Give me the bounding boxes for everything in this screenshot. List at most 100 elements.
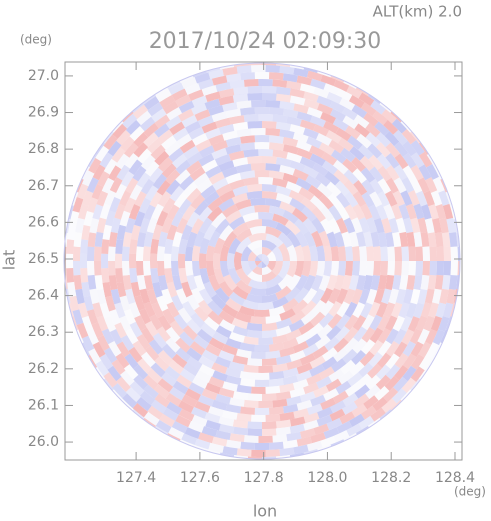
echo-cell bbox=[164, 238, 174, 255]
echo-cell bbox=[96, 217, 107, 234]
echo-cell bbox=[429, 261, 437, 276]
echo-cell bbox=[179, 368, 196, 383]
echo-cell bbox=[370, 407, 386, 422]
echo-cell bbox=[164, 253, 172, 269]
echo-cell bbox=[238, 205, 256, 217]
echo-cell bbox=[186, 151, 203, 166]
echo-cell bbox=[369, 191, 383, 208]
echo-cell bbox=[316, 133, 332, 146]
echo-cell bbox=[152, 173, 167, 190]
echo-cell bbox=[218, 350, 235, 362]
echo-cell bbox=[402, 365, 417, 382]
echo-cell bbox=[374, 121, 390, 137]
echo-cell bbox=[353, 180, 368, 196]
echo-cell bbox=[294, 218, 310, 235]
echo-cell bbox=[277, 274, 293, 290]
echo-cell bbox=[67, 224, 77, 241]
x-tick-label: 127.8 bbox=[244, 470, 284, 486]
echo-cell bbox=[178, 253, 186, 269]
echo-cell bbox=[247, 358, 262, 366]
echo-cell bbox=[289, 197, 306, 212]
echo-cell bbox=[375, 204, 388, 221]
echo-cell bbox=[450, 246, 458, 261]
echo-cell bbox=[87, 246, 95, 261]
echo-cell bbox=[275, 325, 292, 337]
echo-cell bbox=[415, 261, 424, 276]
echo-cell bbox=[311, 299, 327, 316]
echo-cell bbox=[442, 203, 454, 220]
echo-cell bbox=[303, 274, 316, 292]
echo-cell bbox=[351, 246, 360, 261]
echo-cell bbox=[155, 419, 172, 434]
echo-cell bbox=[328, 288, 341, 305]
echo-cell bbox=[317, 183, 333, 198]
echo-cell bbox=[309, 355, 326, 369]
echo-cell bbox=[327, 313, 343, 329]
echo-cell bbox=[286, 80, 302, 91]
echo-cell bbox=[293, 67, 309, 78]
echo-cell bbox=[226, 73, 242, 83]
echo-cell bbox=[175, 159, 191, 175]
echo-cell bbox=[211, 212, 227, 229]
echo-cell bbox=[87, 197, 99, 213]
echo-cell bbox=[352, 314, 367, 331]
echo-cell bbox=[415, 315, 428, 332]
echo-cell bbox=[99, 152, 114, 168]
echo-cell bbox=[354, 384, 370, 399]
echo-cell bbox=[215, 393, 231, 405]
echo-cell bbox=[262, 256, 269, 261]
echo-cell bbox=[265, 414, 281, 422]
echo-cell bbox=[223, 231, 238, 248]
echo-cell bbox=[201, 159, 218, 173]
echo-cell bbox=[262, 93, 277, 101]
echo-cell bbox=[73, 261, 81, 276]
echo-cell bbox=[384, 190, 398, 207]
echo-cell bbox=[231, 317, 248, 330]
echo-cell bbox=[292, 340, 309, 354]
echo-cell bbox=[119, 190, 132, 207]
echo-cell bbox=[186, 294, 200, 311]
echo-cell bbox=[143, 246, 151, 261]
echo-cell bbox=[89, 218, 100, 234]
echo-cell bbox=[235, 311, 252, 323]
echo-cell bbox=[425, 329, 438, 345]
echo-cell bbox=[186, 347, 202, 362]
echo-cell bbox=[188, 127, 205, 140]
echo-cell bbox=[409, 328, 423, 345]
echo-cell bbox=[316, 261, 325, 277]
echo-cell bbox=[199, 364, 215, 377]
echo-cell bbox=[186, 211, 200, 228]
echo-cell bbox=[422, 261, 430, 276]
echo-cell bbox=[450, 261, 458, 276]
echo-cell bbox=[333, 337, 349, 353]
echo-cell bbox=[262, 261, 267, 268]
echo-cell bbox=[313, 87, 330, 99]
echo-cell bbox=[286, 244, 297, 261]
echo-cell bbox=[328, 205, 343, 222]
echo-cell bbox=[205, 91, 221, 103]
echo-cell bbox=[186, 274, 198, 291]
echo-cell bbox=[192, 376, 208, 389]
echo-cell bbox=[311, 288, 326, 305]
echo-cell bbox=[343, 217, 356, 234]
echo-cell bbox=[342, 348, 358, 364]
echo-cell bbox=[341, 274, 352, 291]
echo-cell bbox=[360, 167, 376, 183]
echo-cell bbox=[248, 251, 258, 261]
echo-cell bbox=[441, 274, 451, 290]
y-tick-label: 26.1 bbox=[28, 397, 59, 413]
echo-cell bbox=[377, 165, 392, 182]
echo-cell bbox=[115, 267, 124, 283]
echo-cell bbox=[247, 93, 262, 101]
echo-cell bbox=[124, 353, 139, 369]
echo-cell bbox=[394, 141, 409, 158]
echo-cell bbox=[366, 246, 374, 261]
echo-cell bbox=[410, 152, 425, 168]
echo-cell bbox=[198, 288, 213, 305]
echo-cell bbox=[392, 274, 402, 291]
echo-cell bbox=[329, 100, 346, 114]
echo-cell bbox=[211, 111, 228, 123]
echo-cell bbox=[262, 247, 272, 257]
echo-cell bbox=[262, 121, 277, 129]
echo-cell bbox=[277, 232, 293, 248]
